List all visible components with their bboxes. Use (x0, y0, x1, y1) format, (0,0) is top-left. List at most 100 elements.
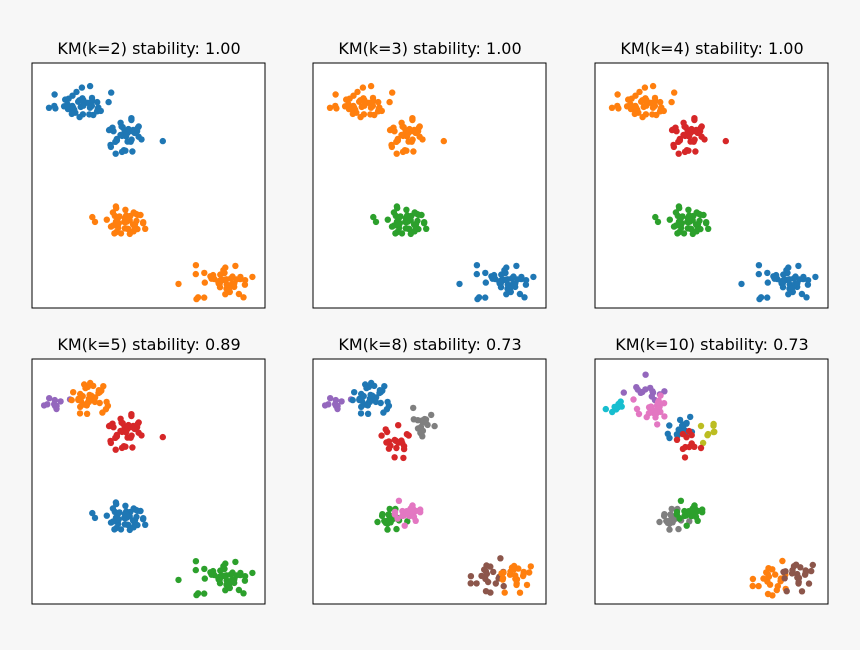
scatter-point-red (679, 445, 687, 453)
scatter-point-blue (133, 513, 140, 521)
scatter-point-red (383, 439, 390, 446)
scatter-point-pink (645, 410, 653, 417)
scatter-point-red (722, 137, 729, 145)
scatter-point-red (701, 136, 708, 143)
scatter-point-green (398, 230, 406, 237)
scatter-point-green (194, 590, 202, 597)
scatter-point-blue (804, 277, 812, 284)
scatter-point-blue (503, 291, 510, 298)
scatter-point-orange (103, 216, 111, 223)
scatter-point-orange (216, 278, 223, 286)
scatter-point-blue (86, 82, 94, 90)
scatter-point-blue (475, 294, 483, 301)
scatter-point-orange (222, 264, 229, 271)
scatter-point-purple (634, 386, 641, 393)
scatter-point-brown (497, 555, 504, 562)
scatter-point-orange (88, 392, 95, 399)
scatter-point-orange (208, 275, 215, 282)
scatter-point-green (384, 216, 391, 223)
scatter-point-blue (788, 285, 796, 292)
scatter-point-blue (521, 294, 528, 301)
scatter-point-red (134, 420, 141, 427)
scatter-point-brown (490, 568, 497, 576)
scatter-point-blue (371, 382, 378, 390)
scatter-point-blue (118, 123, 125, 130)
scatter-point-blue (51, 91, 58, 98)
scatter-point-orange (520, 571, 527, 578)
scatter-point-orange (201, 294, 208, 301)
scatter-point-green (225, 581, 233, 588)
scatter-point-orange (632, 104, 640, 111)
scatter-point-orange (130, 228, 137, 235)
scatter-point-gray (668, 505, 675, 513)
scatter-point-orange (749, 575, 757, 583)
scatter-point-green (685, 206, 692, 213)
scatter-point-orange (671, 89, 678, 96)
scatter-point-orange (225, 285, 233, 292)
scatter-point-brown (487, 589, 494, 596)
scatter-point-gray (410, 404, 417, 412)
scatter-point-green (423, 225, 430, 232)
scatter-point-cyan (609, 408, 616, 416)
scatter-point-blue (45, 104, 53, 112)
scatter-point-blue (803, 294, 810, 301)
scatter-point-red (687, 138, 694, 145)
scatter-point-orange (527, 563, 534, 570)
scatter-point-blue (52, 105, 59, 112)
scatter-point-blue (738, 280, 745, 288)
scatter-point-red (673, 128, 680, 135)
scatter-point-blue (779, 278, 786, 286)
scatter-point-red (138, 432, 145, 439)
scatter-point-orange (388, 141, 395, 149)
scatter-point-green (233, 572, 240, 579)
scatter-point-blue (482, 269, 489, 277)
scatter-point-blue (384, 398, 391, 406)
scatter-point-pink (412, 517, 419, 524)
scatter-point-orange (772, 571, 779, 578)
scatter-point-red (681, 148, 689, 156)
scatter-point-green (232, 558, 239, 566)
scatter-point-blue (786, 276, 793, 283)
scatter-point-blue (116, 509, 123, 516)
scatter-point-blue (112, 150, 119, 157)
scatter-point-green (693, 228, 700, 235)
scatter-point-green (392, 230, 399, 237)
scatter-point-red (676, 137, 684, 144)
scatter-point-gray (428, 411, 435, 419)
scatter-point-red (128, 411, 135, 418)
scatter-point-orange (361, 102, 368, 109)
scatter-point-orange (393, 150, 400, 157)
scatter-point-orange (95, 387, 103, 394)
scatter-point-olive (711, 428, 718, 435)
scatter-point-orange (386, 98, 393, 106)
scatter-point-green (411, 228, 418, 235)
panel-title: KM(k=3) stability: 1.00 (338, 39, 521, 58)
scatter-point-brown (781, 575, 788, 582)
scatter-point-red (673, 436, 681, 443)
scatter-point-blue (128, 115, 135, 122)
scatter-point-green (397, 213, 404, 220)
scatter-point-orange (132, 210, 140, 218)
scatter-point-blue (785, 264, 792, 271)
scatter-point-blue (376, 387, 384, 394)
scatter-point-blue (482, 294, 489, 301)
scatter-point-green (201, 575, 208, 582)
scatter-point-orange (440, 137, 447, 145)
scatter-point-brown (483, 570, 491, 578)
scatter-point-blue (134, 124, 141, 131)
scatter-point-blue (530, 273, 537, 281)
scatter-point-orange (399, 148, 407, 156)
scatter-point-blue (796, 276, 803, 283)
panel-k2: KM(k=2) stability: 1.00 (31, 39, 266, 309)
scatter-point-purple (332, 401, 339, 408)
scatter-point-blue (503, 264, 510, 271)
scatter-point-pink (391, 508, 399, 516)
scatter-point-blue (68, 110, 76, 118)
scatter-point-red (686, 443, 693, 451)
scatter-point-green (385, 511, 392, 518)
scatter-point-gray (661, 511, 668, 518)
scatter-point-orange (90, 382, 97, 390)
scatter-point-blue (88, 94, 96, 102)
scatter-point-green (216, 574, 223, 582)
panel-k5: KM(k=5) stability: 0.89 (31, 335, 266, 605)
